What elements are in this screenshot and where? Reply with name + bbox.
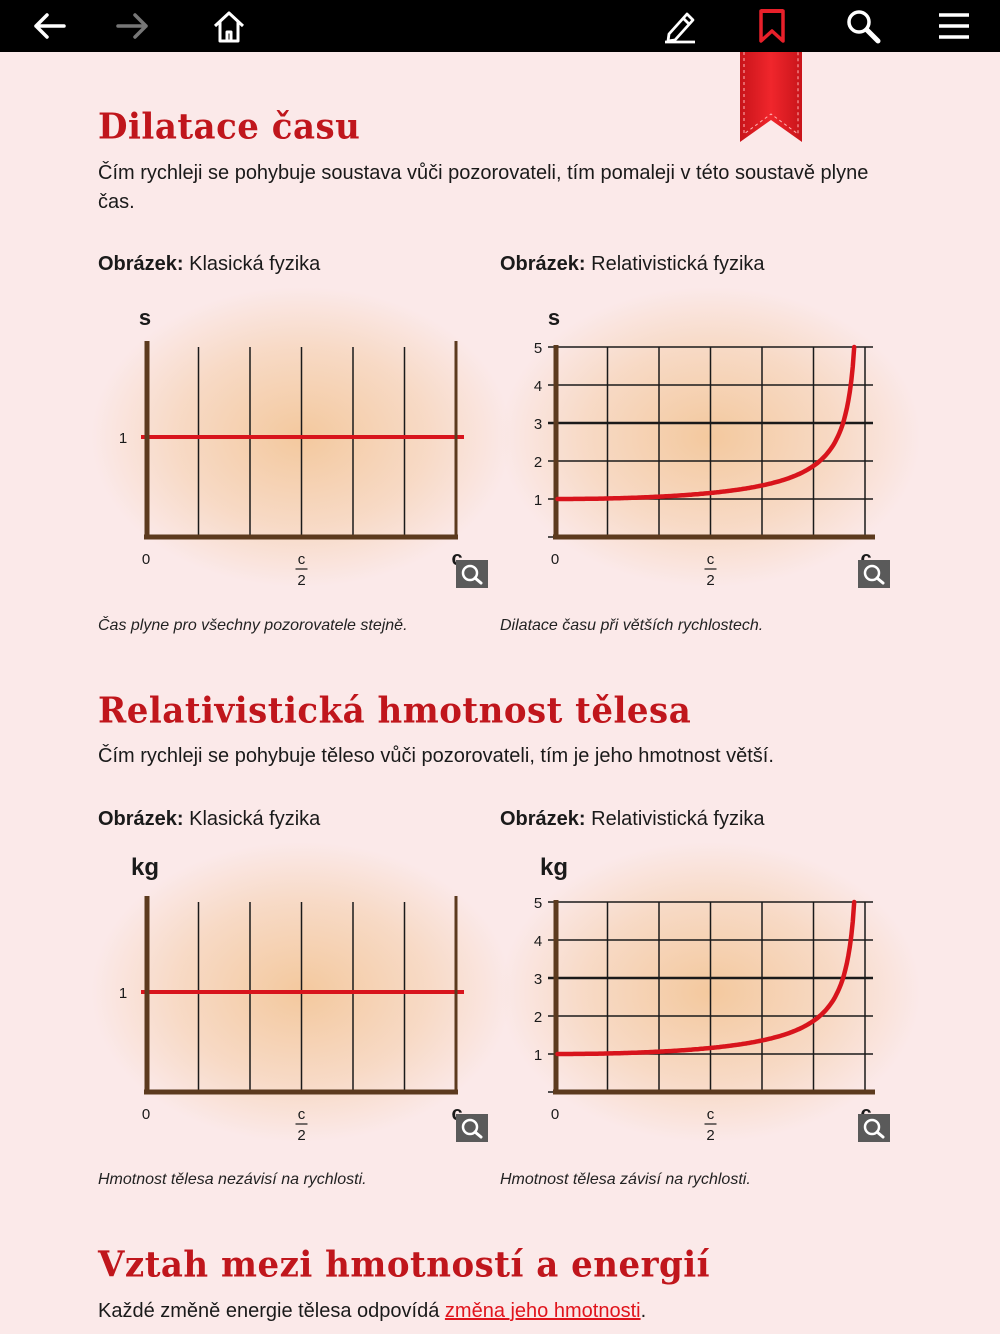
x-tick-label: c bbox=[451, 548, 462, 570]
x-tick-label: c bbox=[298, 1106, 306, 1123]
hmotnost-link[interactable]: změna jeho hmotnosti bbox=[444, 1300, 641, 1322]
magnifier-icon bbox=[461, 1118, 483, 1139]
y-tick-label: 1 bbox=[119, 985, 127, 1002]
magnifier-icon bbox=[863, 564, 885, 585]
magnifier-icon bbox=[461, 564, 483, 585]
x-tick-label: 0 bbox=[142, 551, 150, 568]
y-tick-label: 1 bbox=[534, 1047, 542, 1064]
bookmark-icon[interactable] bbox=[742, 0, 802, 52]
y-tick-label: 5 bbox=[534, 895, 542, 912]
chart-svg: 1 2 3 4 5 kg 0 c2c bbox=[500, 842, 921, 1144]
chart-svg: 1s0 c2c bbox=[91, 287, 512, 589]
y-axis-label: s bbox=[139, 305, 151, 330]
figure-caption: Hmotnost tělesa závisí na rychlosti. bbox=[500, 1171, 751, 1188]
x-tick-label: 0 bbox=[142, 1106, 150, 1123]
chart: 1 2 3 4 5 kg 0 c2c bbox=[500, 842, 921, 1144]
figure-label: Obrázek: Klasická fyzika bbox=[98, 808, 321, 830]
bookmark-ribbon[interactable] bbox=[738, 52, 804, 144]
x-tick-label: 0 bbox=[551, 551, 559, 568]
series-line bbox=[555, 899, 857, 1057]
figure-label: Obrázek: Relativistická fyzika bbox=[500, 808, 765, 830]
section-text: Čím rychleji se pohybuje těleso vůči poz… bbox=[98, 745, 774, 767]
zoom-button[interactable] bbox=[858, 1114, 890, 1142]
figure-label: Obrázek: Relativistická fyzika bbox=[500, 253, 765, 275]
x-tick-label: c bbox=[298, 551, 306, 568]
y-tick-label: 4 bbox=[534, 378, 542, 395]
y-tick-label: 2 bbox=[534, 1009, 542, 1026]
x-tick-label: 2 bbox=[706, 572, 714, 589]
y-tick-label: 3 bbox=[534, 416, 542, 433]
x-tick-label-fraction: c2 bbox=[295, 1106, 308, 1144]
y-axis-label: kg bbox=[540, 854, 568, 881]
x-tick-label: c bbox=[860, 548, 871, 570]
zoom-button[interactable] bbox=[456, 560, 488, 588]
section-title: Vztah mezi hmotností a energií bbox=[98, 1244, 711, 1286]
pen-icon[interactable] bbox=[650, 0, 710, 52]
figure-label: Obrázek: Klasická fyzika bbox=[98, 253, 321, 275]
section-text: Čím rychleji se pohybuje soustava vůči p… bbox=[98, 162, 869, 213]
figure-caption: Čas plyne pro všechny pozorovatele stejn… bbox=[98, 617, 408, 634]
chart-svg: 1 kg 0 c2c bbox=[91, 842, 512, 1144]
x-tick-label: 0 bbox=[551, 1106, 559, 1123]
y-axis-label: s bbox=[548, 305, 560, 330]
x-tick-label-fraction: c2 bbox=[704, 551, 717, 589]
x-tick-label: 2 bbox=[297, 1127, 305, 1144]
x-tick-label-fraction: c2 bbox=[704, 1106, 717, 1144]
series-line bbox=[555, 344, 857, 502]
y-tick-label: 5 bbox=[534, 340, 542, 357]
y-tick-label: 2 bbox=[534, 454, 542, 471]
magnifier-icon bbox=[863, 1118, 885, 1139]
section-title: Relativistická hmotnost tělesa bbox=[98, 690, 692, 732]
x-tick-label: c bbox=[707, 551, 715, 568]
section-text: Každé změně energie tělesa odpovídá změn… bbox=[98, 1300, 647, 1322]
x-tick-label: 2 bbox=[706, 1127, 714, 1144]
page-content: Dilatace času Čím rychleji se pohybuje s… bbox=[0, 52, 1000, 1334]
section-title: Dilatace času bbox=[98, 106, 361, 148]
search-icon[interactable] bbox=[833, 0, 893, 52]
forward-arrow-icon[interactable] bbox=[103, 0, 163, 52]
back-arrow-icon[interactable] bbox=[19, 0, 79, 52]
y-tick-label: 1 bbox=[119, 430, 127, 447]
zoom-button[interactable] bbox=[456, 1114, 488, 1142]
top-toolbar bbox=[0, 0, 1000, 52]
menu-icon[interactable] bbox=[924, 0, 984, 52]
x-tick-label: 2 bbox=[297, 572, 305, 589]
y-axis-label: kg bbox=[131, 854, 159, 881]
x-tick-label: c bbox=[707, 1106, 715, 1123]
zoom-button[interactable] bbox=[858, 560, 890, 588]
home-icon[interactable] bbox=[199, 0, 259, 52]
x-tick-label-fraction: c2 bbox=[295, 551, 308, 589]
chart: 1 kg 0 c2c bbox=[91, 842, 512, 1144]
figure-caption: Dilatace času při větších rychlostech. bbox=[500, 617, 764, 634]
y-tick-label: 1 bbox=[534, 492, 542, 509]
y-tick-label: 3 bbox=[534, 971, 542, 988]
figure-caption: Hmotnost tělesa nezávisí na rychlosti. bbox=[98, 1171, 367, 1188]
y-tick-label: 4 bbox=[534, 933, 542, 950]
